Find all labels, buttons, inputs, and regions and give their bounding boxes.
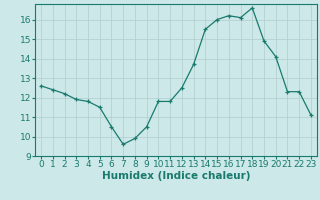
X-axis label: Humidex (Indice chaleur): Humidex (Indice chaleur) bbox=[102, 171, 250, 181]
